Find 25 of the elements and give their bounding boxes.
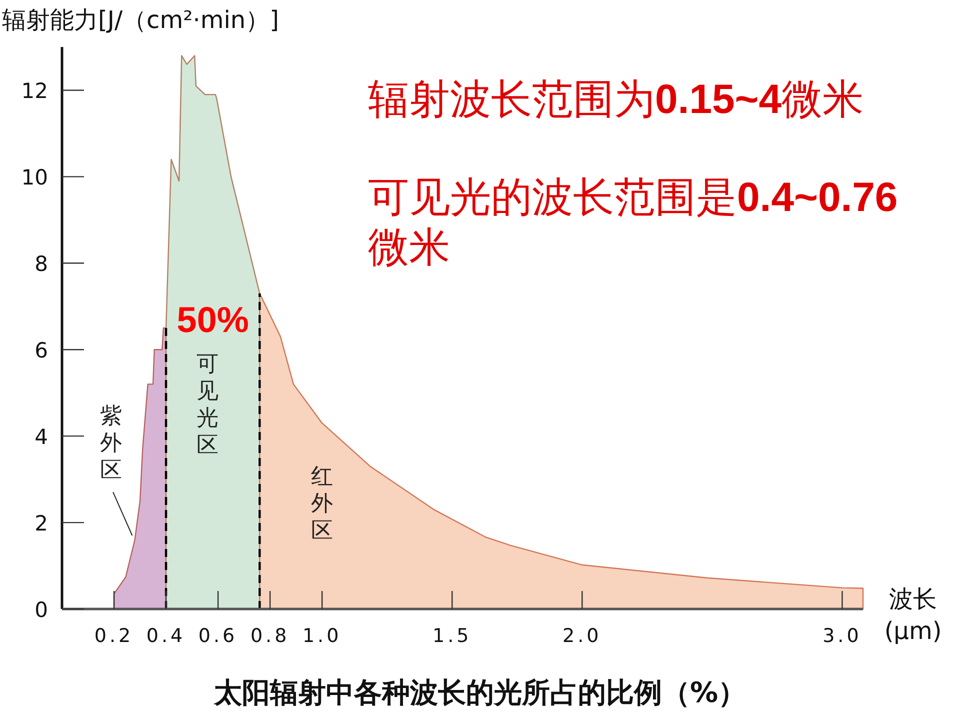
y-tick-label: 8 — [34, 252, 48, 276]
x-tick-label: 2.0 — [562, 625, 602, 647]
x-tick-label: 1.5 — [432, 625, 472, 647]
annotation: 辐射波长范围为0.15~4微米 — [368, 75, 865, 124]
y-axis-title: 辐射能力[J/（cm²·min）] — [2, 6, 279, 34]
x-tick-label: 0.6 — [198, 625, 238, 647]
annotation: 50% — [176, 299, 249, 340]
x-tick-label: 3.0 — [822, 625, 862, 647]
y-tick-label: 0 — [34, 598, 48, 622]
text: 可见光的波长范围是0.4~0.76微米 — [368, 174, 898, 270]
y-tick-label: 4 — [34, 425, 48, 450]
y-tick-label: 10 — [21, 166, 48, 190]
y-tick-label: 2 — [34, 512, 48, 536]
series-label: 紫外区 — [100, 404, 133, 536]
y-tick-label: 12 — [21, 79, 48, 104]
y-tick-label: 6 — [34, 338, 48, 363]
text: 太阳辐射中各种波长的光所占的比例（%） — [212, 676, 746, 709]
x-tick-label: 0.2 — [94, 625, 134, 647]
series-label: 红外区 — [311, 464, 334, 544]
x-axis-title: 波长 (μm) — [884, 585, 942, 645]
series-label: 可见光区 — [196, 352, 219, 458]
x-tick-label: 0.4 — [146, 625, 186, 647]
x-tick-label: 1.0 — [302, 625, 342, 647]
series-label: 紫外区 — [100, 404, 122, 484]
x-tick-label: 0.8 — [250, 625, 290, 647]
